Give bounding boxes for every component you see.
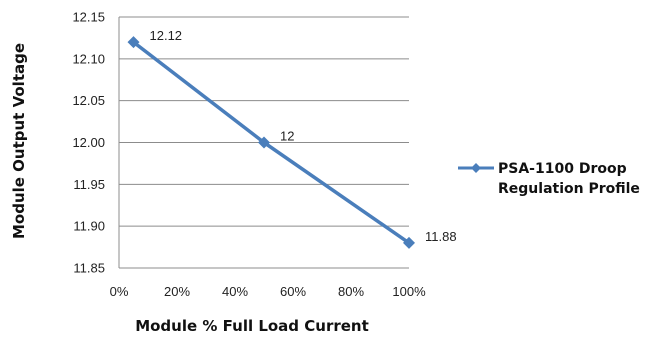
x-tick-label: 100% <box>392 284 426 299</box>
x-tick-label: 80% <box>338 284 364 299</box>
data-label: 12 <box>280 129 294 144</box>
legend: PSA-1100 Droop Regulation Profile <box>458 161 640 197</box>
x-axis-title: Module % Full Load Current <box>135 317 369 335</box>
y-tick-label: 11.90 <box>73 219 105 234</box>
y-tick-label: 11.95 <box>73 177 105 192</box>
y-tick-label: 11.85 <box>73 261 105 276</box>
x-tick-label: 40% <box>222 284 248 299</box>
x-tick-label: 0% <box>110 284 129 299</box>
x-tick-label: 20% <box>164 284 190 299</box>
grid <box>119 16 409 269</box>
series-layer: 12.12 12 11.88 <box>127 28 457 249</box>
data-label: 11.88 <box>425 229 457 244</box>
legend-diamond-marker <box>471 163 481 173</box>
legend-label-line-1: PSA-1100 Droop <box>498 161 627 177</box>
legend-label-line-2: Regulation Profile <box>498 181 640 197</box>
y-tick-label: 12.10 <box>72 51 105 66</box>
y-tick-label: 12.00 <box>72 135 105 150</box>
data-point-marker <box>258 136 270 149</box>
y-tick-label: 12.15 <box>72 10 105 25</box>
x-tick-label: 60% <box>280 284 306 299</box>
y-axis-title: Module Output Voltage <box>10 43 28 239</box>
data-point-marker <box>127 36 140 49</box>
axes: 11.85 11.90 11.95 12.00 12.05 12.10 12.15 0% 20%… <box>72 10 426 300</box>
y-tick-label: 12.05 <box>72 93 105 108</box>
data-point-marker <box>403 236 415 249</box>
data-label: 12.12 <box>150 28 183 43</box>
